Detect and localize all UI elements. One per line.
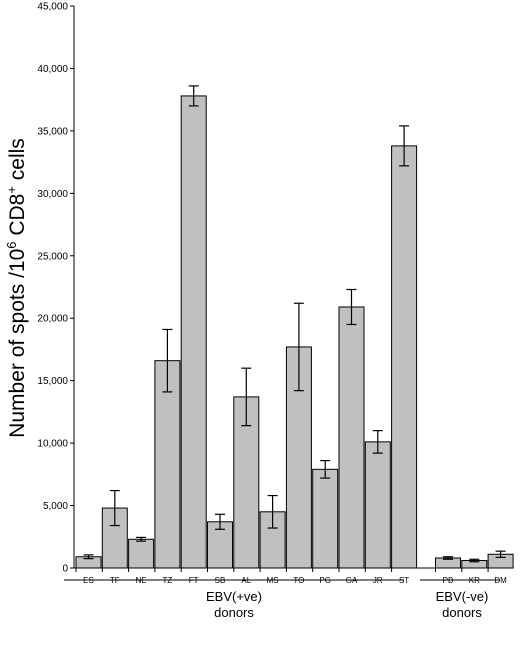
group-label: EBV(-ve) [436,589,489,604]
bar [312,468,339,569]
y-axis-title-part: Number of spots /10 [6,249,29,438]
group-label: EBV(+ve) [206,589,262,604]
bar [364,441,391,569]
y-tick-label: 5,000 [43,501,68,512]
y-axis-title-part: cells [6,138,29,186]
y-tick-label: 25,000 [37,251,68,262]
bars [75,95,514,569]
y-tick-label: 35,000 [37,126,68,137]
error-bars [83,85,506,563]
category-label: DM [494,576,507,585]
y-axis-title-sup: + [4,186,19,194]
y-tick-label: 45,000 [37,2,68,13]
group-label: donors [214,605,254,620]
bar [338,306,365,569]
y-axis-title: Number of spots /106 CD8+ cells [4,138,29,438]
y-tick-label: 10,000 [37,439,68,450]
y-axis-ticks: 0 5,000 10,000 15,000 20,000 25,000 30,000 35,0… [37,2,74,575]
y-tick-label: 40,000 [37,64,68,75]
bar [180,95,207,569]
y-tick-label: 15,000 [37,376,68,387]
y-tick-label: 30,000 [37,189,68,200]
x-axis-labels: ES TF NE TZ FT SB AL MS TO PG GA JR ST PB KR DM [75,568,507,585]
y-axis-title-part: CD8 [6,194,29,242]
y-tick-label: 0 [62,564,68,575]
y-axis-title-sup: 6 [4,241,19,248]
bar [391,145,418,569]
bar [128,538,155,569]
y-tick-label: 20,000 [37,314,68,325]
category-label: ST [399,576,409,585]
group-label: donors [442,605,482,620]
